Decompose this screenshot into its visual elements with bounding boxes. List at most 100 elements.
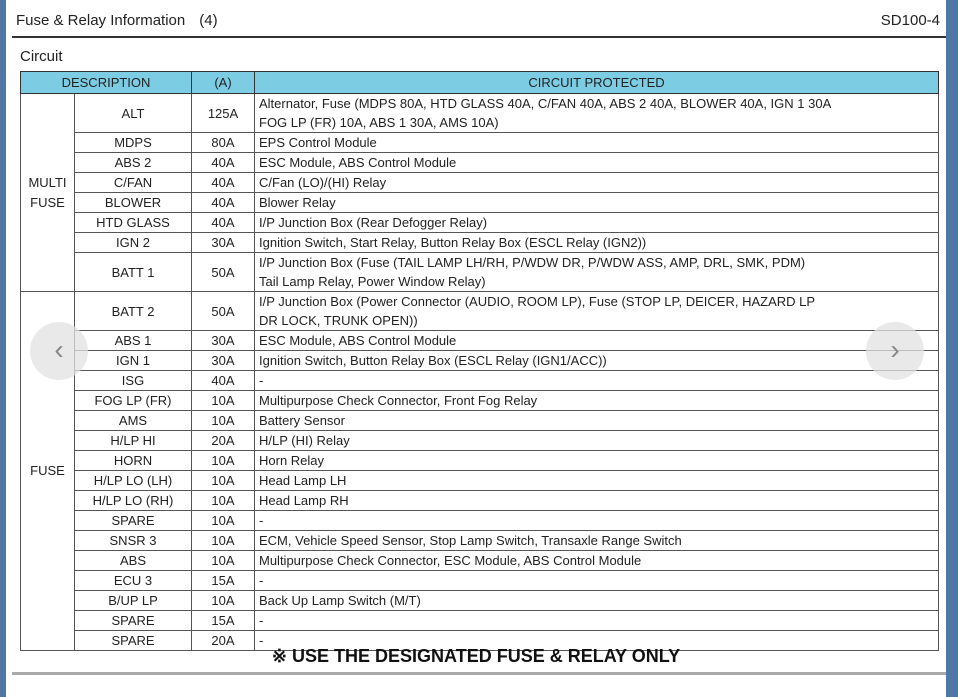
fuse-name: B/UP LP bbox=[74, 590, 192, 611]
fuse-name: SNSR 3 bbox=[74, 530, 192, 551]
circuit-protected: Ignition Switch, Button Relay Box (ESCL … bbox=[254, 350, 939, 371]
table-row: ABS 1 30A ESC Module, ABS Control Module bbox=[21, 330, 939, 351]
circuit-protected: Ignition Switch, Start Relay, Button Rel… bbox=[254, 232, 939, 253]
table-row: SPARE 10A - bbox=[21, 510, 939, 531]
table-row: H/LP LO (LH) 10A Head Lamp LH bbox=[21, 470, 939, 491]
circuit-protected: C/Fan (LO)/(HI) Relay bbox=[254, 172, 939, 193]
fuse-name: C/FAN bbox=[74, 172, 192, 193]
section-title: Circuit bbox=[20, 48, 63, 65]
circuit-protected: Multipurpose Check Connector, Front Fog … bbox=[254, 390, 939, 411]
prev-page-button[interactable]: ‹ bbox=[30, 322, 88, 380]
circuit-protected: Multipurpose Check Connector, ESC Module… bbox=[254, 550, 939, 571]
fuse-name: ABS bbox=[74, 550, 192, 571]
fuse-amps: 10A bbox=[191, 590, 255, 611]
fuse-name: SPARE bbox=[74, 610, 192, 631]
table-row: H/LP HI 20A H/LP (HI) Relay bbox=[21, 430, 939, 451]
table-row: SPARE 15A - bbox=[21, 610, 939, 631]
circuit-protected: EPS Control Module bbox=[254, 132, 939, 153]
table-row: AMS 10A Battery Sensor bbox=[21, 410, 939, 431]
table-row: FUSE BATT 2 50A I/P Junction Box (Power Con… bbox=[20, 291, 939, 651]
fuse-name: AMS bbox=[74, 410, 192, 431]
table-row: ECU 3 15A - bbox=[21, 570, 939, 591]
table-row: ABS 10A Multipurpose Check Connector, ESC … bbox=[21, 550, 939, 571]
circuit-protected: Head Lamp RH bbox=[254, 490, 939, 511]
fuse-amps: 10A bbox=[191, 490, 255, 511]
fuse-amps: 15A bbox=[191, 570, 255, 591]
table-row: B/UP LP 10A Back Up Lamp Switch (M/T) bbox=[21, 590, 939, 611]
table-row: BATT 1 50A I/P Junction Box (Fuse (TAIL LA… bbox=[21, 252, 939, 292]
circuit-protected: I/P Junction Box (Fuse (TAIL LAMP LH/RH,… bbox=[254, 252, 939, 292]
circuit-protected: ESC Module, ABS Control Module bbox=[254, 152, 939, 173]
table-row: C/FAN 40A C/Fan (LO)/(HI) Relay bbox=[21, 172, 939, 193]
table-row: MULTI FUSE ALT 125A Alternator, Fuse (MDPS … bbox=[20, 93, 939, 292]
fuse-name: H/LP HI bbox=[74, 430, 192, 451]
fuse-name: HTD GLASS bbox=[74, 212, 192, 233]
page-header: Fuse & Relay Information (4) bbox=[16, 12, 218, 29]
circuit-protected: I/P Junction Box (Power Connector (AUDIO… bbox=[254, 291, 939, 331]
circuit-protected: - bbox=[254, 370, 939, 391]
footer-note: ※ USE THE DESIGNATED FUSE & RELAY ONLY bbox=[271, 646, 681, 666]
fuse-name: ECU 3 bbox=[74, 570, 192, 591]
circuit-protected: I/P Junction Box (Rear Defogger Relay) bbox=[254, 212, 939, 233]
circuit-protected: Blower Relay bbox=[254, 192, 939, 213]
chevron-right-icon: › bbox=[890, 334, 900, 365]
fuse-name: FOG LP (FR) bbox=[74, 390, 192, 411]
fuse-amps: 10A bbox=[191, 530, 255, 551]
table-row: ISG 40A - bbox=[21, 370, 939, 391]
fuse-amps: 40A bbox=[191, 212, 255, 233]
next-page-button[interactable]: › bbox=[866, 322, 924, 380]
fuse-amps: 10A bbox=[191, 450, 255, 471]
fuse-amps: 50A bbox=[191, 291, 255, 331]
page-code: SD100-4 bbox=[880, 12, 940, 29]
table-row: HORN 10A Horn Relay bbox=[21, 450, 939, 471]
fuse-amps: 40A bbox=[191, 192, 255, 213]
table-row: HTD GLASS 40A I/P Junction Box (Rear Defog… bbox=[21, 212, 939, 233]
circuit-protected: ESC Module, ABS Control Module bbox=[254, 330, 939, 351]
fuse-amps: 10A bbox=[191, 550, 255, 571]
circuit-protected: Battery Sensor bbox=[254, 410, 939, 431]
page-number: (4) bbox=[199, 12, 218, 29]
table-row: H/LP LO (RH) 10A Head Lamp RH bbox=[21, 490, 939, 511]
footer-divider bbox=[12, 672, 946, 675]
fuse-amps: 10A bbox=[191, 470, 255, 491]
circuit-protected: ECM, Vehicle Speed Sensor, Stop Lamp Swi… bbox=[254, 530, 939, 551]
circuit-protected: H/LP (HI) Relay bbox=[254, 430, 939, 451]
page-title: Fuse & Relay Information bbox=[16, 12, 186, 29]
table-row: MDPS 80A EPS Control Module bbox=[21, 132, 939, 153]
fuse-amps: 40A bbox=[191, 370, 255, 391]
table-row: IGN 2 30A Ignition Switch, Start Relay, Bu… bbox=[21, 232, 939, 253]
fuse-amps: 40A bbox=[191, 172, 255, 193]
fuse-name: SPARE bbox=[74, 510, 192, 531]
header-amps: (A) bbox=[191, 71, 255, 94]
header-circuit: CIRCUIT PROTECTED bbox=[254, 71, 939, 94]
fuse-amps: 40A bbox=[191, 152, 255, 173]
table-row: ABS 2 40A ESC Module, ABS Control Module bbox=[21, 152, 939, 173]
fuse-amps: 125A bbox=[191, 93, 255, 133]
circuit-protected: Head Lamp LH bbox=[254, 470, 939, 491]
fuse-amps: 30A bbox=[191, 232, 255, 253]
fuse-name: ABS 1 bbox=[74, 330, 192, 351]
fuse-name: ISG bbox=[74, 370, 192, 391]
circuit-protected: Horn Relay bbox=[254, 450, 939, 471]
fuse-amps: 50A bbox=[191, 252, 255, 292]
fuse-amps: 10A bbox=[191, 390, 255, 411]
fuse-name: H/LP LO (LH) bbox=[74, 470, 192, 491]
document-page: Fuse & Relay Information (4) SD100-4 Circ… bbox=[6, 0, 946, 697]
fuse-amps: 15A bbox=[191, 610, 255, 631]
table-row: IGN 1 30A Ignition Switch, Button Relay Bo… bbox=[21, 350, 939, 371]
circuit-protected: Alternator, Fuse (MDPS 80A, HTD GLASS 40… bbox=[254, 93, 939, 133]
table-row: FOG LP (FR) 10A Multipurpose Check Connect… bbox=[21, 390, 939, 411]
fuse-amps: 10A bbox=[191, 510, 255, 531]
fuse-name: SPARE bbox=[74, 630, 192, 651]
table-row: BLOWER 40A Blower Relay bbox=[21, 192, 939, 213]
group-label: MULTI FUSE bbox=[20, 93, 75, 292]
fuse-name: HORN bbox=[74, 450, 192, 471]
fuse-amps: 20A bbox=[191, 430, 255, 451]
circuit-protected: Back Up Lamp Switch (M/T) bbox=[254, 590, 939, 611]
fuse-amps: 30A bbox=[191, 350, 255, 371]
fuse-name: BLOWER bbox=[74, 192, 192, 213]
circuit-protected: - bbox=[254, 570, 939, 591]
fuse-name: IGN 1 bbox=[74, 350, 192, 371]
circuit-protected: - bbox=[254, 510, 939, 531]
chevron-left-icon: ‹ bbox=[54, 334, 64, 365]
